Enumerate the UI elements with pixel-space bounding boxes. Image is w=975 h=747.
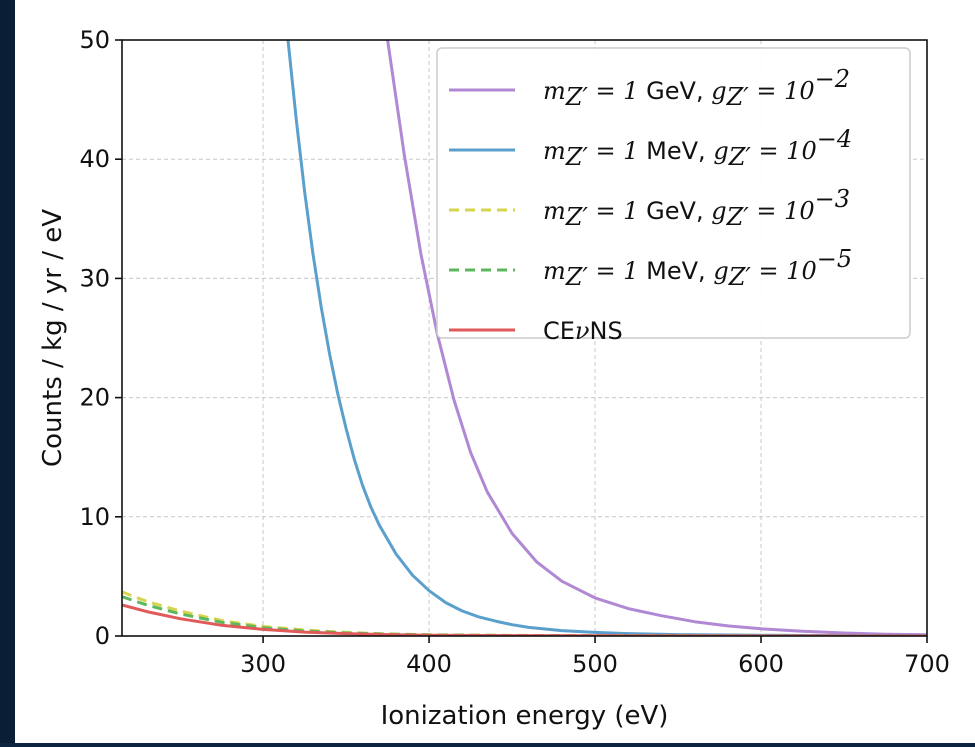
y-tick-label: 0 (95, 622, 110, 650)
series-line-2 (286, 40, 927, 636)
legend: mZ′ = 1 GeV, gZ′ = 10−2 mZ′ = 1 MeV, gZ′ … (436, 47, 911, 345)
legend-label-4: mZ′ = 1 MeV, gZ′ = 10−5 (543, 245, 852, 291)
y-tick-label: 50 (79, 26, 110, 54)
plot-frame (121, 39, 928, 637)
x-axis-label: Ionization energy (eV) (381, 701, 669, 731)
y-tick-label: 40 (79, 145, 110, 173)
legend-label-5: CEνNS (543, 317, 623, 345)
x-tick-label: 700 (904, 650, 950, 678)
axes (115, 39, 928, 643)
legend-label-1: mZ′ = 1 GeV, gZ′ = 10−2 (543, 65, 850, 111)
y-tick-label: 10 (79, 503, 110, 531)
y-tick-label: 30 (79, 264, 110, 292)
legend-label-3: mZ′ = 1 GeV, gZ′ = 10−3 (543, 185, 850, 231)
legend-box (436, 47, 911, 339)
x-tick-label: 400 (406, 650, 452, 678)
tick-labels: 300 400 500 600 700 0 10 20 30 40 50 (79, 26, 949, 678)
x-tick-label: 500 (572, 650, 618, 678)
line-chart: 300 400 500 600 700 0 10 20 30 40 50 Ionization en… (38, 26, 950, 731)
y-axis-label: Counts / kg / yr / eV (38, 209, 68, 467)
series-line-3 (122, 590, 927, 636)
y-tick-label: 20 (79, 384, 110, 412)
x-tick-label: 300 (240, 650, 286, 678)
legend-label-2: mZ′ = 1 MeV, gZ′ = 10−4 (543, 125, 852, 171)
series-line-1 (386, 40, 927, 636)
x-tick-label: 600 (738, 650, 784, 678)
chart-panel: 300 400 500 600 700 0 10 20 30 40 50 Ionization en… (15, 0, 975, 743)
